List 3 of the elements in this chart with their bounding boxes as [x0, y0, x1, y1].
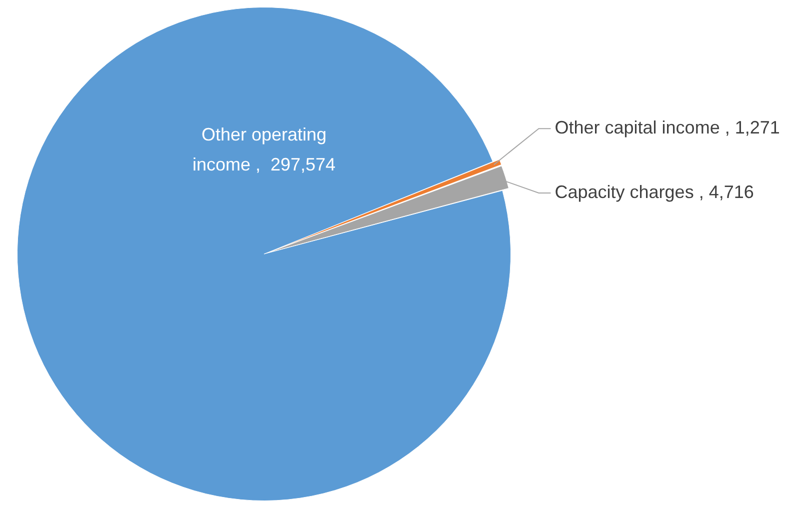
slice-label: Other operating income , 297,574	[192, 124, 336, 174]
slice-label: Capacity charges , 4,716	[554, 182, 754, 202]
slice-label: Other capital income , 1,271	[554, 118, 780, 138]
